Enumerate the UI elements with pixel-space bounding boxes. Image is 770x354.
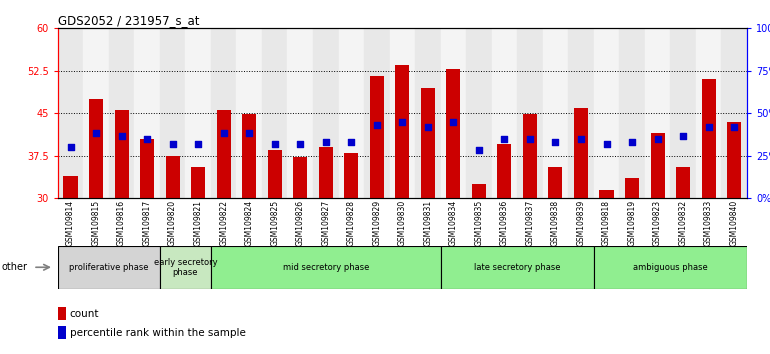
Bar (319, 147, 333, 198)
Point (166, 142, 179, 147)
Bar (651, 133, 665, 198)
Point (575, 136, 588, 142)
Bar (339, 28, 364, 198)
Point (370, 122, 383, 127)
Point (498, 136, 511, 142)
Text: proliferative phase: proliferative phase (69, 263, 149, 272)
Bar (676, 167, 690, 198)
Point (65, 144, 77, 150)
Point (141, 136, 153, 142)
Bar (727, 122, 742, 198)
Bar (262, 28, 287, 198)
Bar (109, 28, 134, 198)
Text: mid secretory phase: mid secretory phase (283, 263, 369, 272)
Bar (287, 28, 313, 198)
Text: count: count (70, 309, 99, 319)
Bar (236, 28, 262, 198)
Point (473, 147, 485, 153)
Bar (415, 28, 440, 198)
Bar (721, 28, 747, 198)
Bar (166, 156, 179, 198)
Bar (447, 69, 460, 198)
Bar (543, 28, 568, 198)
Point (728, 125, 740, 130)
Bar (191, 167, 205, 198)
Bar (594, 246, 747, 289)
Bar (594, 28, 619, 198)
Bar (63, 176, 78, 198)
Point (294, 142, 306, 147)
Point (269, 142, 281, 147)
Bar (160, 28, 186, 198)
Bar (701, 79, 715, 198)
Bar (58, 28, 83, 198)
Point (601, 142, 613, 147)
Point (422, 125, 434, 130)
Bar (390, 28, 415, 198)
Bar (696, 28, 721, 198)
Point (90, 130, 102, 136)
Bar (58, 326, 66, 339)
Bar (523, 114, 537, 198)
Bar (497, 144, 511, 198)
Bar (89, 99, 103, 198)
Point (345, 139, 357, 144)
Bar (83, 28, 109, 198)
Point (243, 130, 256, 136)
Bar (134, 28, 160, 198)
Point (626, 139, 638, 144)
Bar (370, 76, 383, 198)
Bar (58, 246, 160, 289)
Point (651, 136, 664, 142)
Bar (548, 167, 563, 198)
Bar (58, 307, 66, 320)
Point (192, 142, 204, 147)
Bar (140, 139, 154, 198)
Bar (293, 158, 307, 198)
Bar (440, 28, 466, 198)
Bar (568, 28, 594, 198)
Bar (242, 114, 256, 198)
Point (396, 119, 408, 125)
Bar (344, 153, 358, 198)
Point (320, 139, 332, 144)
Point (702, 125, 715, 130)
Bar (600, 190, 614, 198)
Text: percentile rank within the sample: percentile rank within the sample (70, 328, 246, 338)
Text: ambiguous phase: ambiguous phase (633, 263, 708, 272)
Text: early secretory
phase: early secretory phase (153, 258, 217, 277)
Bar (625, 178, 639, 198)
Bar (395, 65, 410, 198)
Text: GDS2052 / 231957_s_at: GDS2052 / 231957_s_at (58, 14, 199, 27)
Bar (160, 246, 211, 289)
Bar (574, 108, 588, 198)
Bar (268, 150, 282, 198)
Bar (619, 28, 644, 198)
Point (116, 133, 128, 139)
Point (549, 139, 561, 144)
Bar (466, 28, 492, 198)
Bar (313, 28, 339, 198)
Text: other: other (2, 262, 28, 272)
Bar (440, 246, 594, 289)
Bar (186, 28, 211, 198)
Bar (115, 110, 129, 198)
Bar (421, 88, 435, 198)
Point (524, 136, 536, 142)
Bar (211, 28, 236, 198)
Bar (671, 28, 696, 198)
Bar (472, 184, 486, 198)
Bar (216, 110, 231, 198)
Bar (364, 28, 390, 198)
Bar (211, 246, 440, 289)
Bar (517, 28, 543, 198)
Bar (492, 28, 517, 198)
Point (447, 119, 460, 125)
Point (677, 133, 689, 139)
Bar (644, 28, 671, 198)
Text: late secretory phase: late secretory phase (474, 263, 561, 272)
Point (217, 130, 229, 136)
